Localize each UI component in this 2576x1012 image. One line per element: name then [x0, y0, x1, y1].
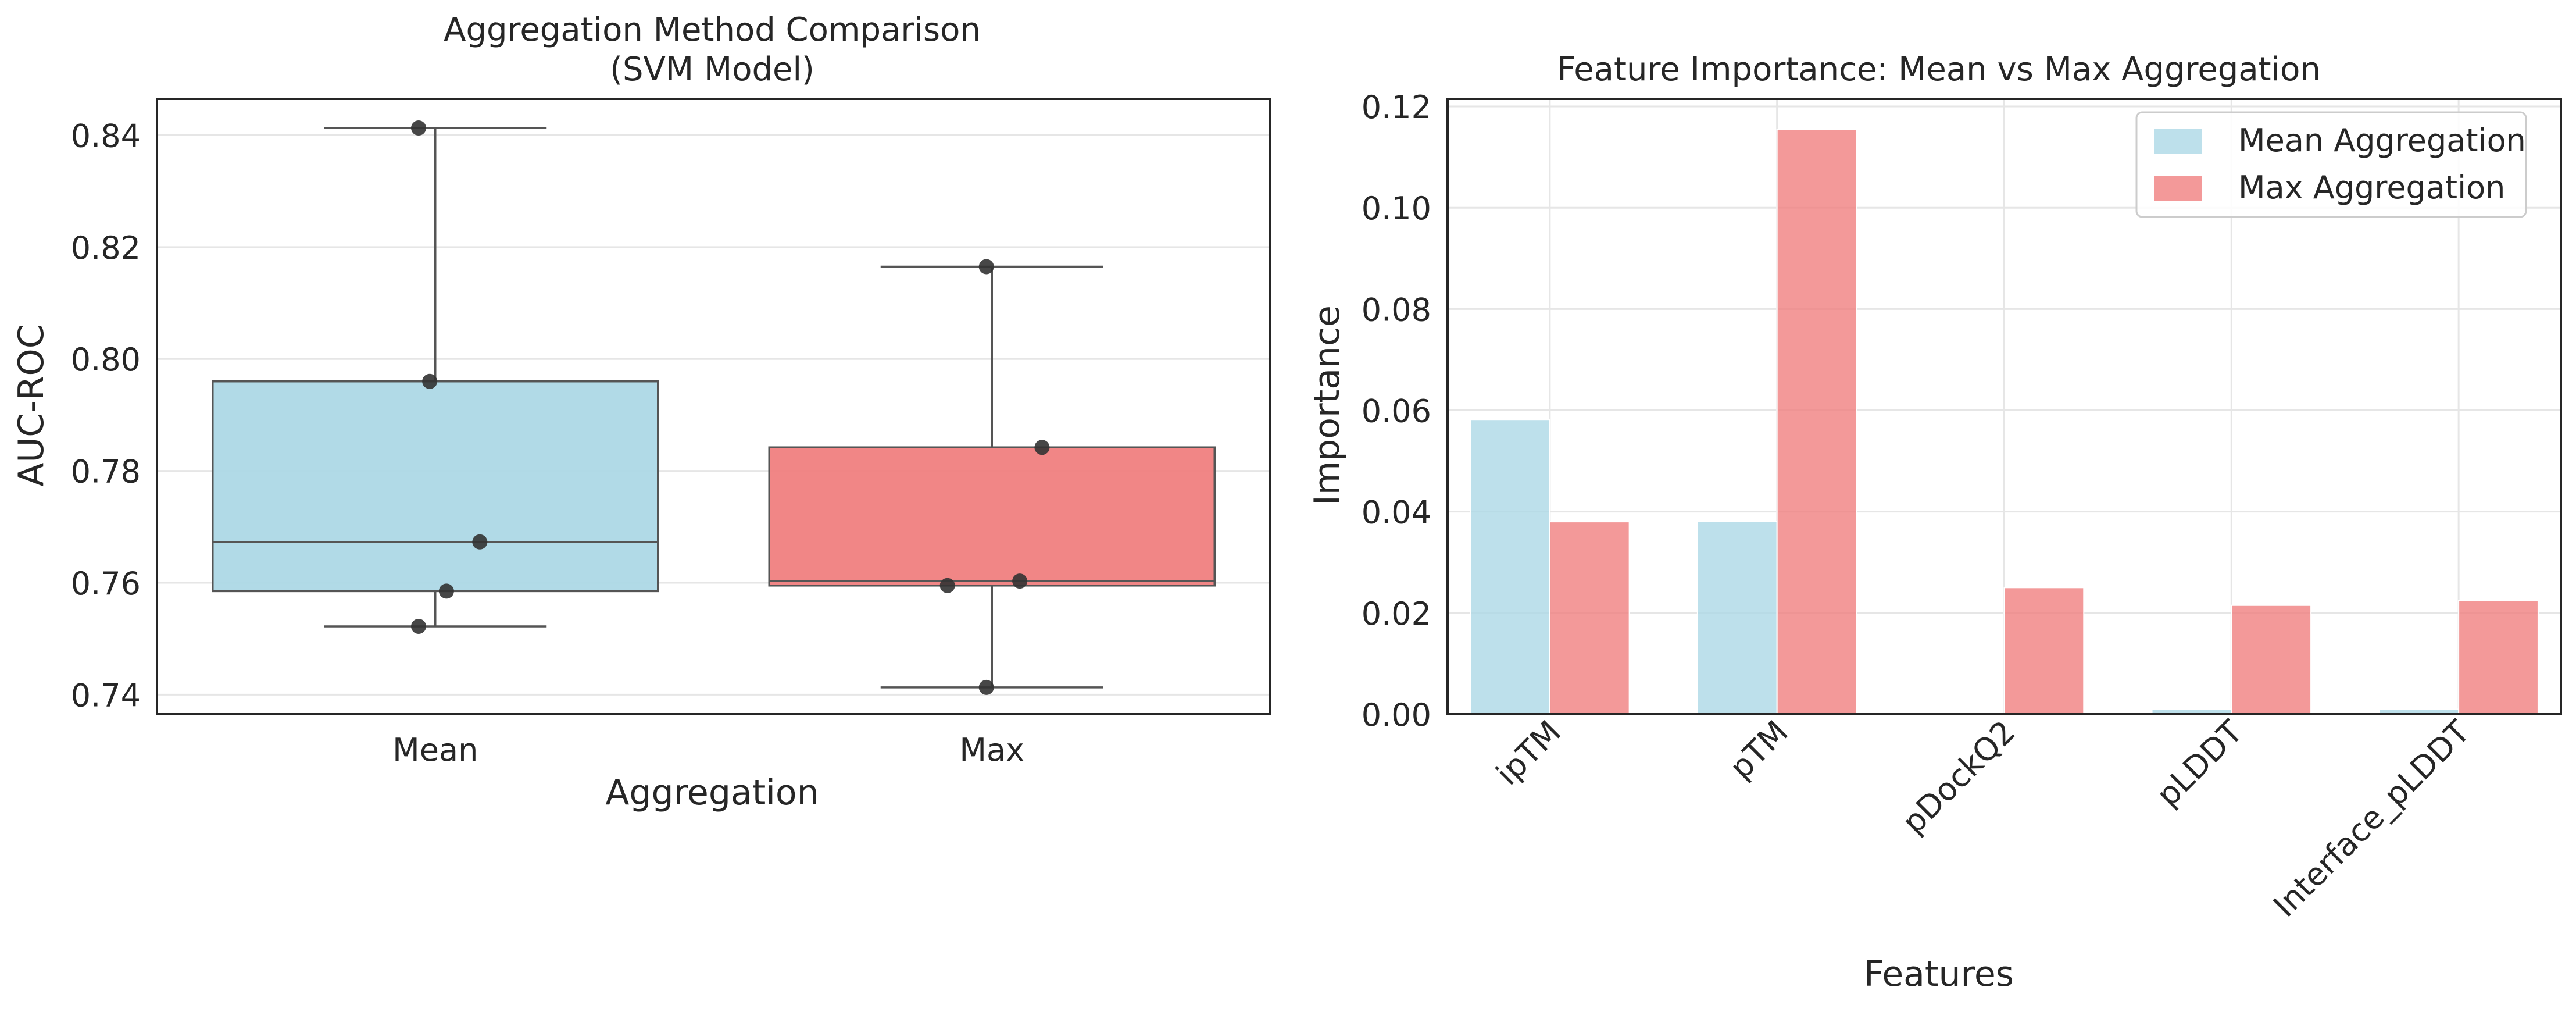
box-plot-axes-frame — [156, 98, 1271, 715]
box-plot-panel: 0.74 0.76 0.78 0.80 0.82 0.84 Mean Max Aggrega… — [11, 11, 1271, 813]
bar-chart-legend: Mean Aggregation Max Aggregation — [2135, 111, 2527, 218]
box-plot-y-tick-label: 0.74 — [71, 677, 141, 714]
bar-max-interface_plddt — [2458, 600, 2539, 715]
box-plot-x-ticks: Mean Max — [392, 732, 1024, 768]
bar-max-ptm — [1776, 129, 1857, 715]
data-point — [1012, 573, 1028, 589]
box-plot-y-tick-label: 0.84 — [71, 118, 141, 155]
box-plot-y-tick-label: 0.80 — [71, 341, 141, 378]
box-plot-y-axis-label: AUC-ROC — [11, 324, 52, 486]
legend-swatch-max — [2154, 176, 2202, 201]
legend-swatch-mean — [2154, 129, 2202, 154]
bar-chart-title: Feature Importance: Mean vs Max Aggregat… — [1557, 51, 2321, 88]
data-point — [422, 373, 438, 389]
data-point — [472, 534, 488, 550]
bar-chart-y-tick-label: 0.12 — [1362, 89, 1431, 126]
box-plot-marks — [212, 120, 1216, 695]
legend-box — [2135, 111, 2527, 218]
box-plot-x-tick-label: Mean — [392, 732, 478, 768]
box-plot-y-tick-label: 0.76 — [71, 565, 141, 602]
bar-chart-y-tick-label: 0.04 — [1362, 494, 1431, 531]
data-point — [438, 583, 454, 599]
bar-chart-y-tick-label: 0.10 — [1362, 190, 1431, 227]
bar-chart-axes-frame — [1446, 98, 2562, 715]
box-plot-x-axis-label: Aggregation — [605, 772, 819, 813]
box-max — [768, 446, 1216, 587]
bar-max-plddt — [2231, 604, 2312, 715]
bar-chart-y-tick-label: 0.02 — [1362, 596, 1431, 632]
bar-chart-x-axis-label: Features — [1864, 954, 2014, 995]
data-point — [411, 120, 427, 136]
bar-chart-y-tick-label: 0.06 — [1362, 393, 1431, 430]
bar-chart-y-tick-label: 0.00 — [1362, 697, 1431, 733]
bar-max-pdockq2 — [2003, 587, 2085, 715]
box-plot-y-ticks: 0.74 0.76 0.78 0.80 0.82 0.84 — [71, 118, 141, 714]
data-point — [978, 259, 994, 275]
box-mean — [212, 380, 659, 593]
data-point — [939, 578, 955, 593]
box-plot-y-tick-label: 0.82 — [71, 230, 141, 266]
box-plot-title-line1: Aggregation Method Comparison — [444, 11, 981, 49]
data-point — [978, 679, 994, 695]
legend-label-max: Max Aggregation — [2238, 169, 2505, 206]
box-plot-x-tick-label: Max — [959, 732, 1024, 768]
data-point — [1034, 440, 1050, 455]
bar-mean-ptm — [1696, 521, 1778, 715]
bar-max-iptm — [1549, 521, 1630, 715]
bar-mean-iptm — [1470, 419, 1550, 715]
bar-chart-y-tick-label: 0.08 — [1362, 291, 1431, 328]
bar-chart-y-ticks: 0.00 0.02 0.04 0.06 0.08 0.10 0.12 — [1362, 89, 1431, 733]
bar-chart-panel: 0.000.020.040.060.080.100.12 ipTM pTM pDoc… — [1307, 51, 2562, 995]
box-plot-y-tick-label: 0.78 — [71, 454, 141, 490]
bar-chart-marks — [1470, 129, 2539, 715]
bar-chart-y-axis-label: Importance — [1307, 305, 1348, 505]
data-point — [411, 618, 427, 634]
box-plot-title-line2: (SVM Model) — [610, 51, 814, 88]
legend-label-mean: Mean Aggregation — [2238, 122, 2526, 159]
